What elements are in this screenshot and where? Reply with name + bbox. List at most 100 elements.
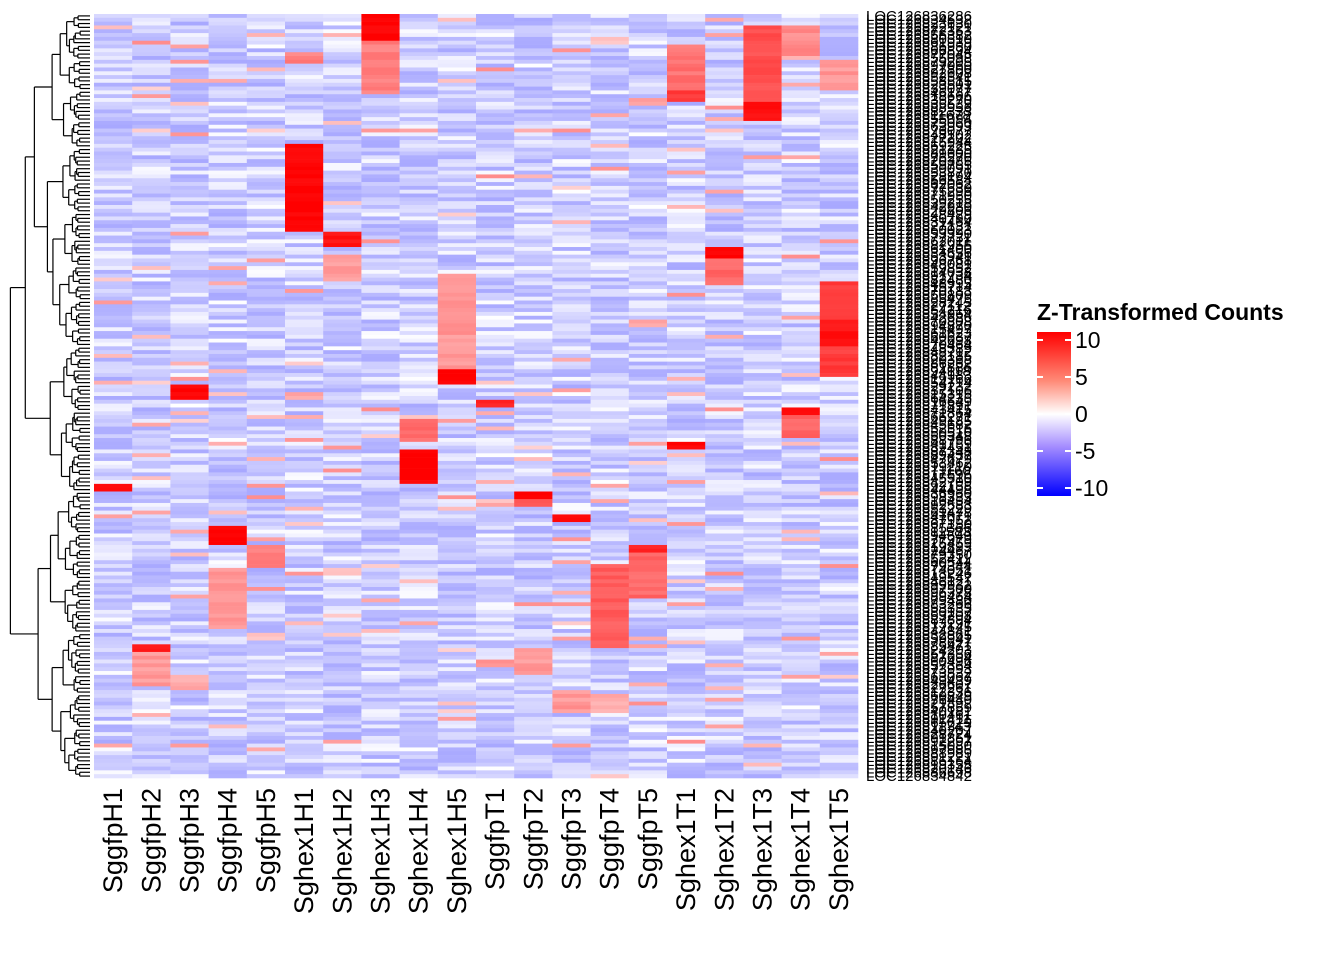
heatmap-cell — [667, 606, 706, 611]
heatmap-cell — [667, 449, 706, 454]
heatmap-cell — [132, 323, 171, 328]
heatmap-cell — [132, 583, 171, 588]
heatmap-cell — [323, 713, 362, 718]
heatmap-cell — [705, 205, 744, 210]
heatmap-cell — [819, 674, 859, 679]
heatmap-cell — [437, 21, 477, 26]
heatmap-cell — [476, 422, 515, 427]
heatmap-cell — [552, 193, 591, 198]
heatmap-cell — [285, 327, 324, 332]
heatmap-cell — [819, 506, 859, 511]
heatmap-cell — [705, 292, 744, 297]
heatmap-cell — [361, 231, 400, 236]
heatmap-cell — [208, 594, 248, 599]
heatmap-cell — [743, 560, 782, 565]
heatmap-cell — [132, 495, 171, 500]
heatmap-cell — [323, 147, 362, 152]
heatmap-cell — [705, 21, 744, 26]
heatmap-cell — [628, 651, 668, 657]
heatmap-cell — [667, 747, 706, 752]
heatmap-cell — [743, 667, 782, 672]
heatmap-cell — [743, 636, 782, 641]
heatmap-cell — [399, 258, 439, 263]
heatmap-cell — [285, 541, 324, 546]
heatmap-cell — [94, 113, 133, 118]
heatmap-cell — [705, 201, 744, 206]
heatmap-cell — [628, 388, 668, 393]
heatmap-cell — [323, 323, 362, 328]
heatmap-cell — [399, 430, 439, 435]
heatmap-cell — [361, 537, 400, 542]
heatmap-cell — [781, 311, 821, 317]
heatmap-cell — [552, 457, 591, 462]
heatmap-cell — [552, 564, 591, 569]
heatmap-cell — [437, 147, 477, 152]
heatmap-cell — [781, 537, 821, 542]
heatmap-cell — [246, 56, 286, 61]
heatmap-cell — [705, 75, 744, 80]
heatmap-cell — [323, 632, 362, 637]
heatmap-cell — [743, 571, 782, 576]
heatmap-cell — [628, 743, 668, 748]
heatmap-cell — [819, 705, 859, 710]
heatmap-cell — [285, 728, 324, 733]
heatmap-cell — [132, 510, 171, 515]
heatmap-cell — [285, 564, 324, 569]
heatmap-cell — [132, 636, 171, 641]
heatmap-cell — [170, 644, 209, 649]
heatmap-cell — [819, 678, 859, 683]
heatmap-cell — [132, 525, 171, 530]
heatmap-cell — [667, 174, 706, 179]
heatmap-cell — [132, 109, 171, 114]
heatmap-cell — [361, 357, 400, 362]
heatmap-cell — [399, 449, 439, 454]
heatmap-cell — [94, 59, 133, 64]
heatmap-cell — [170, 357, 209, 362]
heatmap-cell — [399, 113, 439, 118]
heatmap-cell — [132, 365, 171, 370]
heatmap-cell — [170, 243, 209, 248]
heatmap-cell — [667, 235, 706, 240]
heatmap-cell — [437, 98, 477, 103]
heatmap-cell — [552, 735, 591, 741]
heatmap-cell — [705, 143, 744, 148]
heatmap-cell — [323, 197, 362, 202]
row-label: LOC126889464 — [866, 589, 972, 606]
heatmap-cell — [132, 304, 171, 309]
heatmap-cell — [94, 124, 133, 129]
heatmap-cell — [590, 388, 630, 393]
heatmap-cell — [170, 33, 209, 38]
heatmap-cell — [819, 743, 859, 748]
heatmap-cell — [590, 212, 630, 217]
heatmap-cell — [323, 235, 362, 240]
heatmap-cell — [170, 14, 209, 19]
heatmap-cell — [285, 468, 324, 473]
heatmap-cell — [476, 185, 515, 191]
heatmap-cell — [552, 522, 591, 527]
heatmap-cell — [552, 636, 591, 641]
heatmap-cell — [132, 667, 171, 672]
heatmap-cell — [514, 560, 553, 565]
heatmap-cell — [285, 101, 324, 106]
heatmap-cell — [170, 334, 209, 339]
heatmap-cell — [819, 143, 859, 148]
heatmap-cell — [246, 17, 286, 22]
heatmap-cell — [476, 212, 515, 217]
heatmap-cell — [628, 609, 668, 615]
heatmap-cell — [590, 189, 630, 194]
heatmap-cell — [514, 189, 553, 194]
heatmap-cell — [361, 583, 400, 588]
heatmap-cell — [437, 342, 477, 347]
heatmap-cell — [285, 170, 324, 175]
heatmap-cell — [170, 86, 209, 91]
heatmap-cell — [476, 338, 515, 343]
heatmap-cell — [628, 380, 668, 385]
row-label: LOC126892297 — [866, 734, 972, 751]
heatmap-cell — [743, 224, 782, 229]
row-label: LOC126842980 — [866, 199, 972, 216]
heatmap-cell — [781, 621, 821, 626]
heatmap-cell — [285, 567, 324, 573]
heatmap-cell — [132, 499, 171, 504]
heatmap-cell — [246, 541, 286, 546]
heatmap-cell — [705, 29, 744, 34]
